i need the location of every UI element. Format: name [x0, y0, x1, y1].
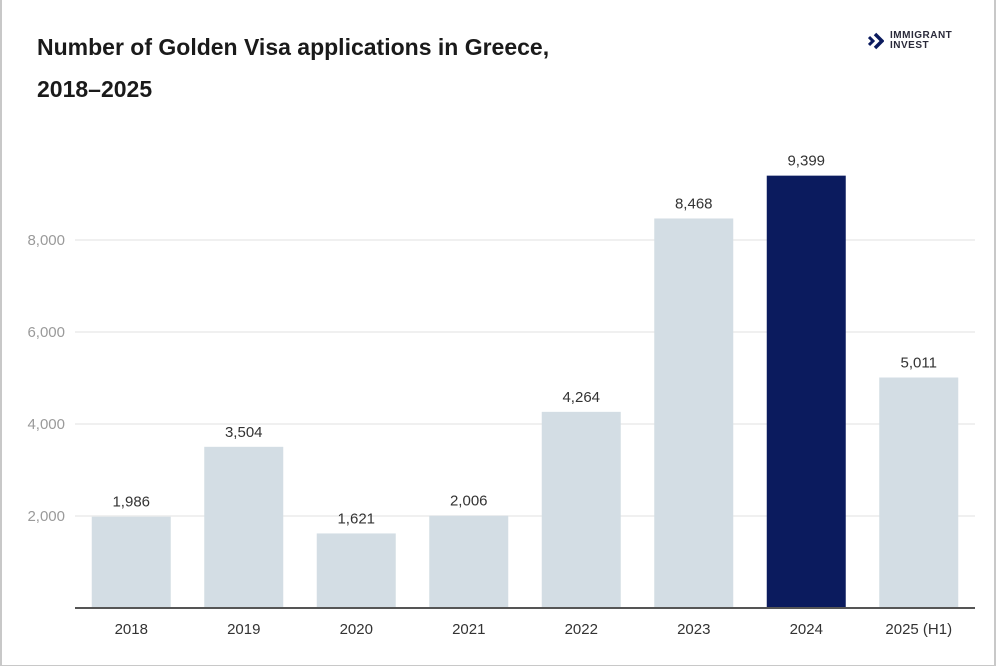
x-tick-label: 2025 (H1): [885, 621, 952, 638]
x-tick-label: 2022: [565, 621, 598, 638]
chart-title: Number of Golden Visa applications in Gr…: [37, 26, 637, 110]
data-label: 1,621: [337, 510, 375, 527]
data-label: 8,468: [675, 195, 713, 212]
bar: [766, 175, 846, 608]
bar: [654, 218, 734, 609]
bar: [91, 516, 171, 608]
title-line-2: 2018–2025: [37, 76, 153, 102]
x-tick-label: 2018: [115, 621, 148, 638]
x-tick-label: 2021: [452, 621, 485, 638]
x-tick-label: 2019: [227, 621, 260, 638]
data-label: 3,504: [225, 424, 263, 441]
bar: [204, 446, 284, 608]
y-tick-label: 6,000: [27, 324, 65, 341]
x-tick-label: 2023: [677, 621, 710, 638]
x-tick-label: 2024: [790, 621, 823, 638]
chevron-logo-icon: [868, 32, 884, 50]
y-tick-label: 2,000: [27, 508, 65, 525]
immigrant-invest-logo: IMMIGRANT INVEST: [868, 31, 952, 51]
bar: [429, 515, 509, 608]
data-label: 1,986: [112, 494, 150, 511]
logo-line-1: IMMIGRANT: [890, 30, 953, 41]
y-tick-label: 4,000: [27, 416, 65, 433]
bar: [879, 377, 959, 608]
y-tick-label: 8,000: [27, 232, 65, 249]
data-label: 9,399: [787, 153, 825, 170]
logo-line-2: INVEST: [890, 40, 930, 51]
data-label: 4,264: [562, 389, 600, 406]
bar: [316, 533, 396, 608]
bar: [541, 411, 621, 608]
x-tick-label: 2020: [340, 621, 373, 638]
title-line-1: Number of Golden Visa applications in Gr…: [37, 34, 550, 60]
data-label: 2,006: [450, 493, 488, 510]
data-label: 5,011: [901, 354, 937, 371]
